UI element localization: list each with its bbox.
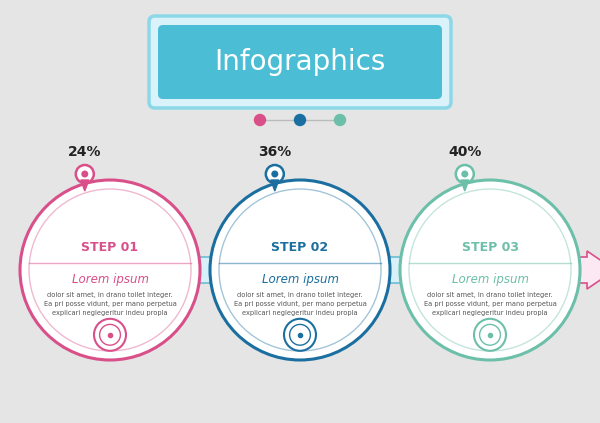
Circle shape	[210, 180, 390, 360]
Text: Infographics: Infographics	[214, 48, 386, 76]
Text: Lorem ipsum: Lorem ipsum	[262, 272, 338, 286]
Circle shape	[335, 115, 346, 126]
Polygon shape	[81, 180, 89, 191]
Polygon shape	[25, 251, 310, 289]
Text: STEP 03: STEP 03	[461, 241, 518, 254]
FancyBboxPatch shape	[158, 25, 442, 99]
FancyBboxPatch shape	[149, 16, 451, 108]
Circle shape	[400, 180, 580, 360]
Text: dolor sit amet, in drano toilet integer.
Ea pri posse vidunt, per mano perpetua
: dolor sit amet, in drano toilet integer.…	[44, 292, 176, 316]
Text: 40%: 40%	[448, 145, 481, 159]
Polygon shape	[215, 251, 500, 289]
Text: STEP 02: STEP 02	[271, 241, 329, 254]
Text: Lorem ipsum: Lorem ipsum	[452, 272, 529, 286]
Circle shape	[20, 180, 200, 360]
Circle shape	[456, 165, 474, 183]
Circle shape	[94, 319, 126, 351]
Text: STEP 01: STEP 01	[82, 241, 139, 254]
Text: dolor sit amet, in drano toilet integer.
Ea pri posse vidunt, per mano perpetua
: dolor sit amet, in drano toilet integer.…	[233, 292, 367, 316]
Circle shape	[461, 170, 469, 178]
Text: 24%: 24%	[68, 145, 101, 159]
Text: 36%: 36%	[258, 145, 292, 159]
Circle shape	[295, 115, 305, 126]
Circle shape	[76, 165, 94, 183]
Polygon shape	[405, 251, 600, 289]
Circle shape	[284, 319, 316, 351]
Circle shape	[271, 170, 278, 178]
Polygon shape	[271, 180, 279, 191]
Circle shape	[254, 115, 265, 126]
Text: dolor sit amet, in drano toilet integer.
Ea pri posse vidunt, per mano perpetua
: dolor sit amet, in drano toilet integer.…	[424, 292, 556, 316]
Polygon shape	[461, 180, 469, 191]
Text: Lorem ipsum: Lorem ipsum	[71, 272, 149, 286]
Circle shape	[474, 319, 506, 351]
Circle shape	[266, 165, 284, 183]
Circle shape	[82, 170, 88, 178]
